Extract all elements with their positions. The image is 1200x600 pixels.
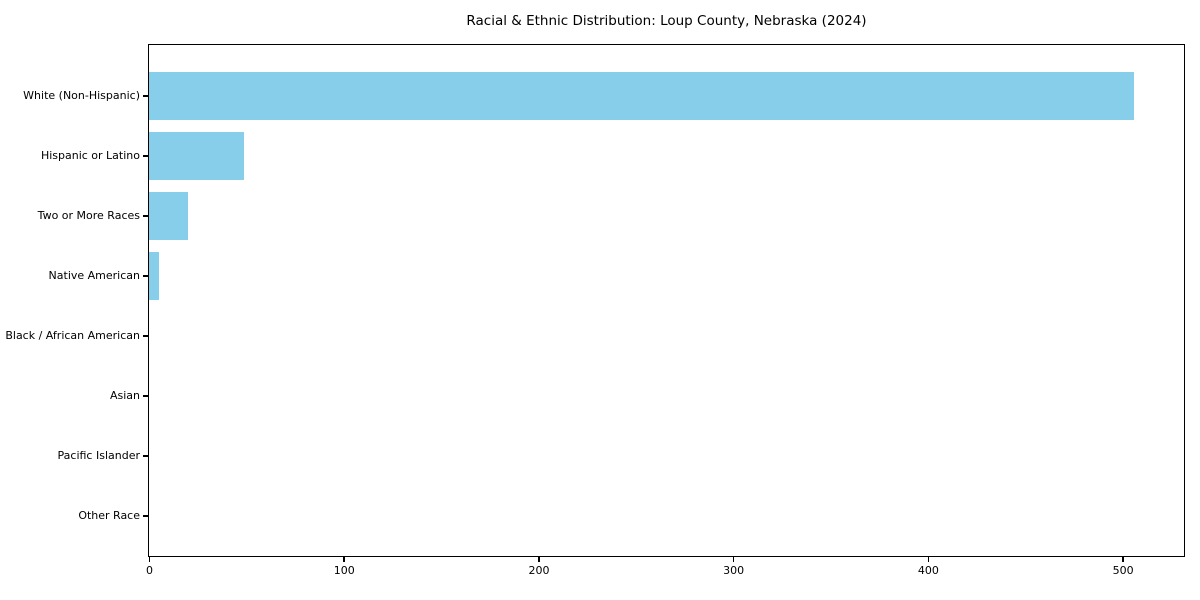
y-tick-mark bbox=[143, 515, 148, 517]
x-tick-mark bbox=[538, 557, 540, 562]
plot-area bbox=[148, 44, 1185, 557]
y-tick-label: Black / African American bbox=[5, 329, 140, 342]
y-tick-label: Pacific Islander bbox=[57, 449, 140, 462]
y-tick-label: Other Race bbox=[78, 509, 140, 522]
x-tick-label: 300 bbox=[723, 564, 745, 577]
x-tick-label: 200 bbox=[528, 564, 550, 577]
x-tick-label: 0 bbox=[146, 564, 153, 577]
y-tick-mark bbox=[143, 155, 148, 157]
y-tick-mark bbox=[143, 215, 148, 217]
bar bbox=[149, 251, 159, 300]
y-tick-label: Asian bbox=[109, 389, 140, 402]
x-tick-label: 400 bbox=[917, 564, 939, 577]
x-tick-mark bbox=[343, 557, 345, 562]
y-tick-label: Native American bbox=[48, 269, 140, 282]
y-tick-mark bbox=[143, 95, 148, 97]
x-tick-mark bbox=[732, 557, 735, 562]
y-tick-mark bbox=[143, 335, 148, 337]
x-tick-mark bbox=[1122, 557, 1124, 562]
y-tick-mark bbox=[143, 455, 148, 457]
y-tick-label: Hispanic or Latino bbox=[40, 149, 140, 162]
bar bbox=[149, 191, 188, 240]
bar bbox=[149, 71, 1135, 120]
x-tick-mark bbox=[148, 557, 151, 562]
bar bbox=[149, 131, 245, 180]
y-tick-label: Two or More Races bbox=[37, 209, 140, 222]
y-tick-mark bbox=[143, 275, 148, 277]
y-tick-label: White (Non-Hispanic) bbox=[23, 89, 140, 102]
chart-title: Racial & Ethnic Distribution: Loup Count… bbox=[466, 13, 867, 29]
y-tick-mark bbox=[143, 395, 148, 397]
x-tick-mark bbox=[927, 557, 930, 562]
x-tick-label: 100 bbox=[333, 564, 355, 577]
x-tick-label: 500 bbox=[1112, 564, 1134, 577]
